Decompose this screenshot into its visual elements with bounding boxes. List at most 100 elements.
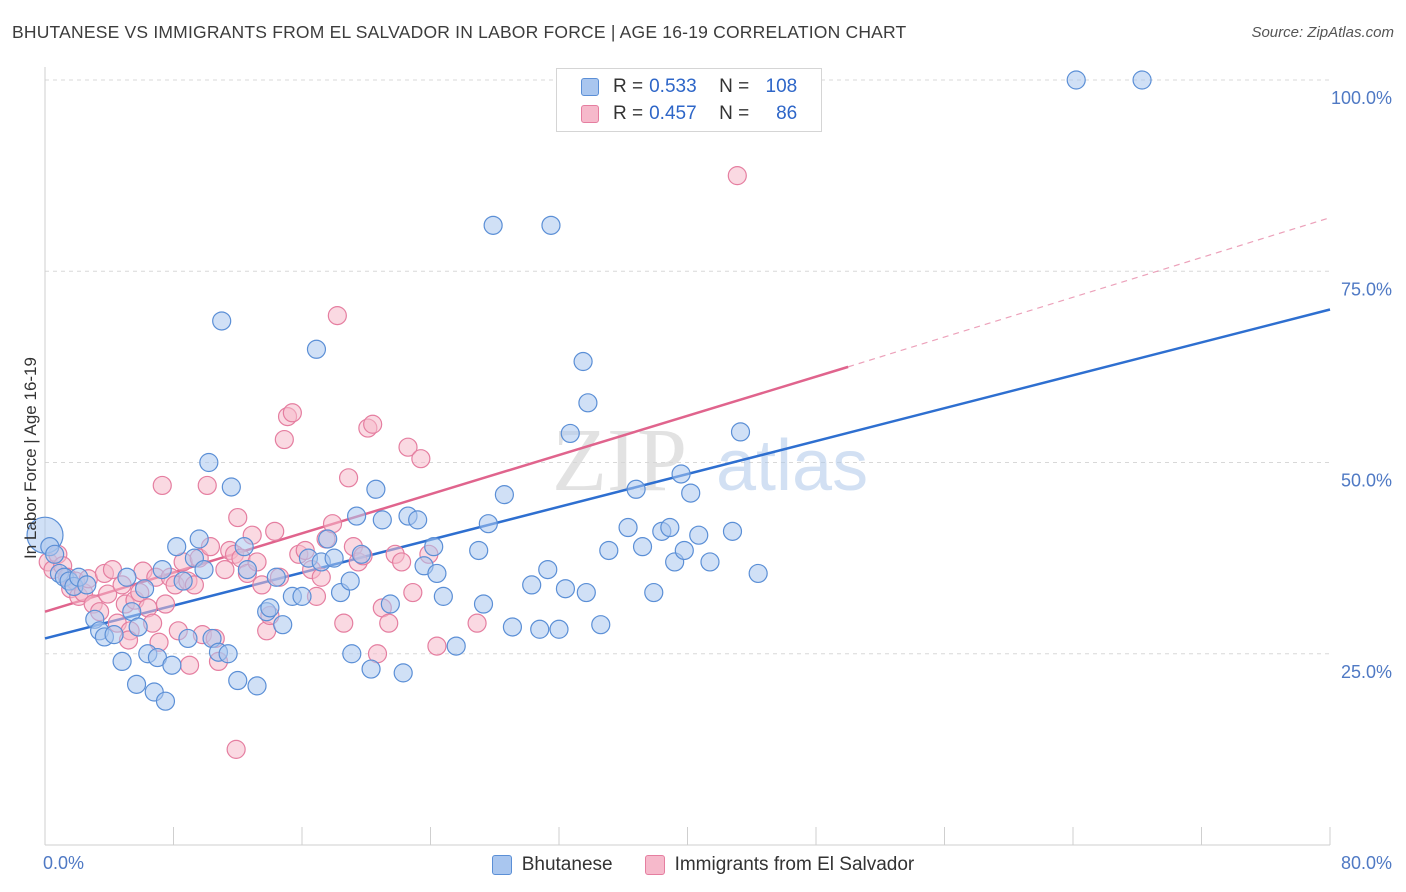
data-point-bhutanese (549, 619, 569, 639)
data-point-el-salvador (727, 166, 747, 186)
data-point-bhutanese (578, 393, 598, 413)
data-point-el-salvador (327, 306, 347, 326)
data-point-bhutanese (660, 517, 680, 538)
data-point-el-salvador (265, 521, 285, 541)
legend-swatch-blue (581, 78, 599, 96)
y-tick-label: 75.0% (1341, 279, 1392, 299)
trend-line-el-salvador-extension (847, 217, 1331, 368)
data-point-el-salvador (334, 613, 354, 633)
data-point-bhutanese (541, 215, 561, 235)
data-point-el-salvador (363, 414, 383, 434)
data-point-bhutanese (522, 575, 542, 595)
data-point-bhutanese (632, 537, 653, 557)
data-point-bhutanese (234, 537, 254, 557)
grid-lines (45, 79, 1330, 655)
data-point-bhutanese (671, 464, 691, 484)
data-point-bhutanese (221, 477, 241, 497)
data-point-bhutanese (45, 544, 65, 564)
data-point-bhutanese (494, 485, 514, 505)
data-point-bhutanese (104, 625, 124, 645)
data-point-bhutanese (128, 617, 148, 637)
data-point-bhutanese (173, 571, 193, 591)
data-point-bhutanese (324, 548, 344, 568)
legend-r-value: 0.457 (649, 103, 697, 124)
data-point-bhutanese (1066, 70, 1086, 90)
series-legend: Bhutanese Immigrants from El Salvador (0, 852, 1406, 878)
legend-r-label: R = (613, 76, 644, 97)
data-point-bhutanese (530, 619, 550, 639)
legend-label-bhutanese: Bhutanese (521, 854, 613, 875)
data-point-bhutanese (117, 567, 137, 587)
legend-n-label: N = (719, 103, 750, 124)
data-point-bhutanese (730, 422, 751, 442)
data-point-bhutanese (162, 655, 182, 675)
data-point-bhutanese (599, 540, 619, 561)
trend-lines (44, 217, 1331, 640)
legend-r-label: R = (613, 103, 644, 124)
data-point-bhutanese (591, 615, 611, 635)
x-tick-label: 80.0% (1341, 853, 1392, 873)
legend-item-el-salvador[interactable]: Immigrants from El Salvador (644, 854, 915, 876)
data-point-bhutanese (340, 571, 360, 591)
data-point-bhutanese (112, 651, 132, 672)
data-point-bhutanese (427, 563, 447, 584)
data-point-el-salvador (338, 468, 359, 488)
data-point-bhutanese (644, 582, 664, 603)
data-point-bhutanese (424, 537, 444, 557)
data-point-el-salvador (398, 437, 418, 457)
data-point-el-salvador (427, 636, 447, 656)
chart-title: BHUTANESE VS IMMIGRANTS FROM EL SALVADOR… (12, 22, 907, 42)
data-point-bhutanese (218, 644, 238, 664)
data-point-bhutanese (380, 594, 400, 614)
y-tick-label: 25.0% (1341, 662, 1392, 682)
data-point-bhutanese (560, 423, 580, 444)
data-point-bhutanese (538, 559, 558, 580)
data-point-bhutanese (674, 540, 694, 561)
legend-row-bhutanese: R = 0.533 N = 108 (581, 74, 797, 100)
data-point-bhutanese (748, 563, 768, 584)
data-point-el-salvador (228, 507, 248, 528)
data-point-bhutanese (152, 559, 172, 580)
y-tick-label: 100.0% (1331, 88, 1392, 108)
source-label: Source: ZipAtlas.com (1251, 24, 1394, 41)
legend-row-el-salvador: R = 0.457 N = 86 (581, 101, 797, 127)
data-point-bhutanese (700, 552, 720, 572)
data-point-bhutanese (351, 544, 372, 564)
x-tick-label: 0.0% (43, 853, 84, 873)
data-point-bhutanese (469, 540, 489, 561)
data-point-bhutanese (199, 452, 219, 473)
data-point-bhutanese (555, 579, 576, 599)
data-point-bhutanese (318, 529, 338, 549)
data-point-bhutanese (433, 586, 453, 606)
data-point-bhutanese (77, 575, 97, 595)
legend-n-label: N = (719, 76, 750, 97)
data-point-el-salvador (403, 582, 423, 603)
data-point-bhutanese (237, 559, 257, 580)
data-point-el-salvador (215, 559, 235, 580)
data-point-el-salvador (411, 449, 431, 469)
legend-swatch-pink (581, 105, 599, 123)
data-point-bhutanese (167, 537, 187, 557)
data-point-bhutanese (342, 644, 362, 664)
data-point-bhutanese (228, 670, 248, 691)
data-point-bhutanese (408, 510, 428, 530)
y-axis-title: In Labor Force | Age 16-19 (21, 357, 40, 559)
data-point-bhutanese (446, 636, 466, 656)
data-point-bhutanese (576, 582, 596, 603)
data-point-bhutanese (502, 617, 523, 637)
data-point-bhutanese (126, 674, 147, 694)
axes (44, 67, 1331, 846)
y-tick-label: 50.0% (1341, 471, 1392, 491)
data-point-el-salvador (282, 403, 302, 423)
legend-n-value: 108 (765, 76, 798, 97)
legend-swatch-blue (491, 855, 512, 875)
data-point-bhutanese (573, 351, 593, 372)
series-bhutanese (26, 70, 1152, 711)
data-point-el-salvador (226, 739, 246, 759)
data-point-bhutanese (361, 659, 381, 679)
legend-label-el-salvador: Immigrants from El Salvador (674, 854, 915, 875)
data-point-bhutanese (155, 691, 176, 711)
data-point-el-salvador (155, 594, 176, 614)
legend-item-bhutanese[interactable]: Bhutanese (491, 854, 613, 876)
